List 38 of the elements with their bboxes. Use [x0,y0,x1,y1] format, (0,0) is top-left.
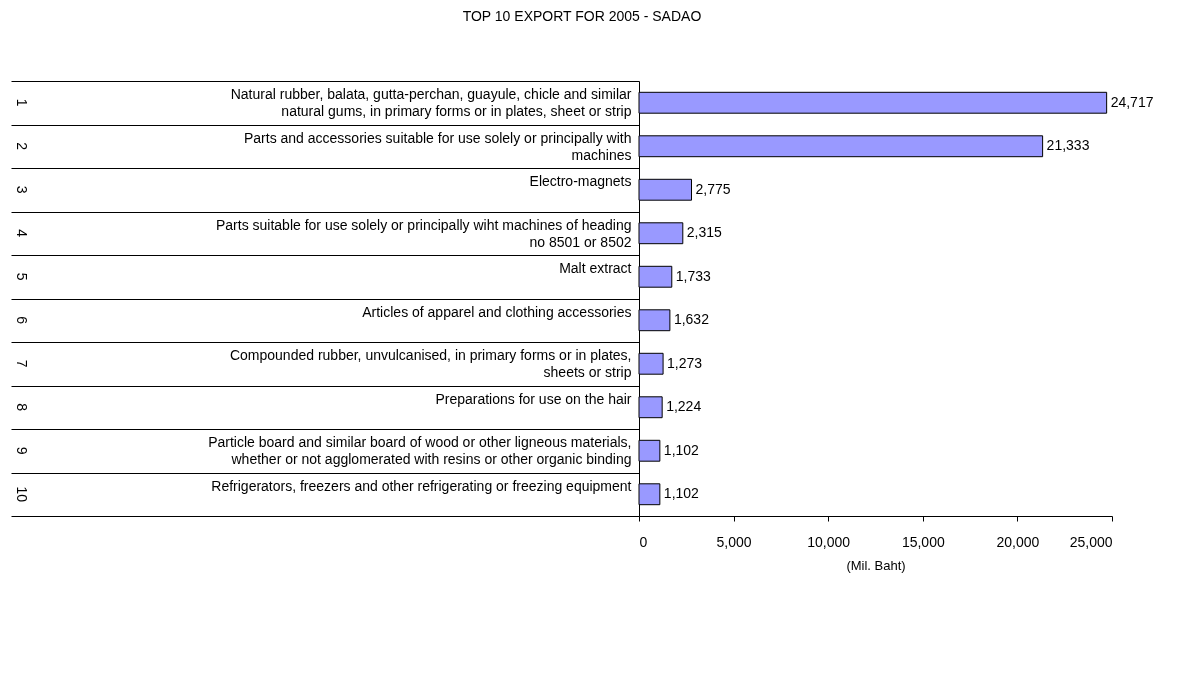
y-tick-label: Parts and accessories suitable for use solely or principally with machines [243,129,632,163]
data-label: 1,632 [673,311,710,328]
text: 8 [14,403,30,412]
x-tick-label: 15,000 [901,533,945,550]
text: 6 [14,316,30,325]
y-tick-label: Parts suitable for use solely or principally wiht machines of heading no 8501 or 8502 [215,216,632,250]
y-tick-label: Compounded rubber, unvulcanised, in primary forms or in plates, sheets or strip [229,347,632,381]
text: 1 [14,98,30,107]
text: 2 [14,142,30,151]
data-label: 21,333 [1046,137,1090,154]
text: 5 [14,272,30,281]
x-tick-label: 0 [639,533,648,550]
y-tick-label: Electro-magnets [529,173,632,190]
text: 7 [14,359,30,368]
text: 3 [14,185,30,194]
text: 4 [14,229,30,238]
x-axis-title: (Mil. Baht) [846,557,906,573]
y-tick-label: Refrigerators, freezers and other refrigerating or freezing equipment [211,477,632,494]
y-tick-label: Natural rubber, balata, gutta-perchan, guayule, chicle and similar natural gums, in primary forms or in plates, sheet or strip [230,86,632,120]
data-label: 24,717 [1110,93,1154,110]
y-tick-label: Articles of apparel and clothing accessories [362,303,632,320]
x-tick-label: 25,000 [1069,533,1113,550]
y-tick-label: Particle board and similar board of wood or other ligneous materials, whether or not agglomerated with resins or other organic binding [208,434,632,468]
y-tick-label: Malt extract [559,260,632,277]
x-tick-label: 10,000 [807,533,851,550]
data-label: 1,224 [666,398,702,415]
data-label: 2,315 [686,224,723,241]
x-tick-label: 20,000 [996,533,1040,550]
y-tick-label: Preparations for use on the hair [435,390,632,407]
data-label: 1,102 [663,441,700,458]
text: 10 [14,486,30,503]
data-label: 2,775 [695,180,731,197]
data-label: 1,733 [675,267,712,284]
data-label: 1,102 [663,485,700,502]
x-tick-label: 5,000 [716,533,752,550]
data-label: 1,273 [667,354,703,371]
text: 9 [14,446,30,455]
chart-title: TOP 10 EXPORT FOR 2005 - SADAO [462,8,702,24]
